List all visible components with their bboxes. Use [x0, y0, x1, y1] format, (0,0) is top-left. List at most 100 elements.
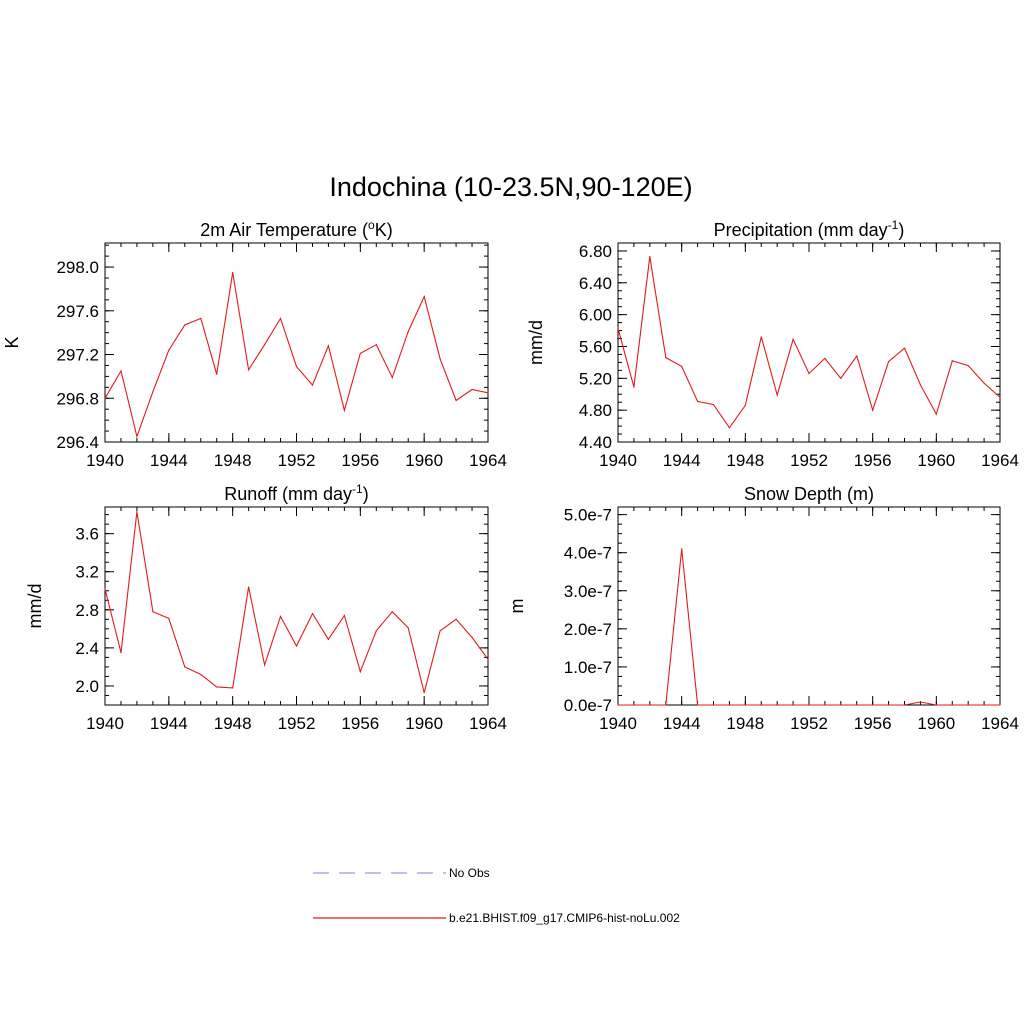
data-point	[760, 336, 762, 338]
data-point	[311, 384, 314, 386]
x-tick-label: 1956	[341, 714, 379, 733]
y-axis-label: mm/d	[526, 320, 546, 365]
data-point	[696, 400, 699, 403]
data-point	[168, 349, 170, 351]
data-point	[967, 364, 969, 367]
data-point	[152, 391, 154, 393]
x-tick-label: 1964	[981, 714, 1019, 733]
panels: 1940 1944 1948 1952 1956 1960 1964 296.4 296.8 29…	[2, 218, 1019, 733]
data-point	[903, 704, 906, 706]
data-point	[455, 399, 457, 402]
legend-label: No Obs	[449, 866, 490, 880]
y-tick-label: 6.80	[579, 242, 612, 261]
data-point	[359, 352, 361, 355]
y-tick-label: 4.0e-7	[564, 544, 612, 563]
data-point	[776, 704, 778, 706]
x-tick-label: 1952	[790, 714, 828, 733]
y-tick-label: 0.0e-7	[564, 696, 612, 715]
y-axis-label: K	[2, 336, 22, 348]
data-point	[200, 673, 202, 676]
data-point	[633, 704, 635, 706]
data-point	[439, 630, 441, 632]
x-tick-label: 1960	[405, 451, 443, 470]
data-point	[840, 377, 842, 379]
x-tick-label: 1940	[86, 451, 124, 470]
y-tick-label: 5.60	[579, 337, 612, 356]
data-point	[120, 652, 122, 654]
x-tick-label: 1944	[663, 714, 701, 733]
data-point	[999, 396, 1001, 399]
y-tick-label: 6.00	[579, 306, 612, 325]
data-point	[665, 357, 667, 359]
x-tick-label: 1944	[663, 451, 701, 470]
data-point	[649, 704, 651, 706]
data-point	[728, 704, 731, 706]
y-tick-label: 4.80	[579, 401, 612, 420]
data-point	[903, 347, 906, 349]
data-point	[617, 704, 619, 706]
data-point	[439, 358, 441, 360]
legend-label: b.e21.BHIST.f09_g17.CMIP6-hist-noLu.002	[449, 911, 680, 925]
data-point	[487, 658, 489, 660]
plot-frame	[617, 242, 1001, 443]
x-tick-label: 1944	[150, 714, 188, 733]
data-point	[455, 618, 457, 620]
x-tick-label: 1964	[469, 451, 507, 470]
data-point	[951, 360, 953, 362]
data-point	[279, 615, 282, 618]
data-point	[391, 611, 393, 613]
data-point	[184, 324, 186, 326]
data-point	[617, 327, 619, 329]
y-tick-label: 296.8	[56, 389, 99, 408]
data-point	[744, 704, 746, 706]
data-point	[633, 386, 635, 388]
data-point	[327, 345, 330, 347]
data-point	[999, 704, 1001, 706]
data-point	[792, 704, 794, 706]
data-point	[279, 317, 282, 320]
data-point	[359, 671, 361, 673]
data-point	[311, 613, 314, 615]
data-point	[760, 704, 762, 706]
plot-frame	[104, 506, 489, 706]
data-point	[808, 372, 810, 375]
y-tick-label: 297.6	[56, 302, 99, 321]
x-tick-label: 1940	[599, 451, 637, 470]
x-tick-label: 1960	[917, 714, 955, 733]
panel-1: 1940 1944 1948 1952 1956 1960 1964 296.4 296.8 29…	[2, 218, 507, 470]
data-point	[935, 413, 937, 415]
data-point	[407, 627, 409, 629]
data-point	[184, 666, 186, 668]
data-point	[375, 344, 377, 346]
data-point	[295, 365, 298, 368]
x-tick-label: 1960	[917, 451, 955, 470]
series-line-1	[617, 256, 1001, 429]
y-tick-label: 5.20	[579, 369, 612, 388]
plot-frame	[617, 506, 1001, 706]
data-point	[665, 704, 667, 706]
panel-title: Runoff (mm day-1)	[224, 482, 368, 504]
panel-2: 1940 1944 1948 1952 1956 1960 1964 4.40 4.80 5.20…	[526, 218, 1019, 470]
x-tick-label: 1964	[469, 714, 507, 733]
x-tick-label: 1964	[981, 451, 1019, 470]
data-point	[216, 373, 218, 375]
x-tick-label: 1944	[150, 451, 188, 470]
panel-title: Precipitation (mm day-1)	[714, 218, 905, 240]
series-line-1	[104, 511, 489, 693]
y-tick-label: 2.4	[75, 639, 99, 658]
y-tick-label: 297.2	[56, 346, 99, 365]
x-tick-label: 1956	[341, 451, 379, 470]
x-tick-label: 1960	[405, 714, 443, 733]
panel-title: 2m Air Temperature (oK)	[200, 218, 392, 240]
y-tick-label: 4.40	[579, 433, 612, 452]
panel-3: 1940 1944 1948 1952 1956 1960 1964 2.0 2.4 2.8 3.2…	[25, 482, 507, 733]
data-point	[263, 664, 266, 666]
data-point	[263, 344, 266, 346]
data-point	[248, 369, 250, 371]
data-point	[872, 409, 874, 411]
x-tick-label: 1948	[214, 451, 252, 470]
figure-title: Indochina (10-23.5N,90-120E)	[329, 172, 692, 202]
data-point	[104, 588, 106, 590]
x-tick-label: 1956	[854, 714, 892, 733]
